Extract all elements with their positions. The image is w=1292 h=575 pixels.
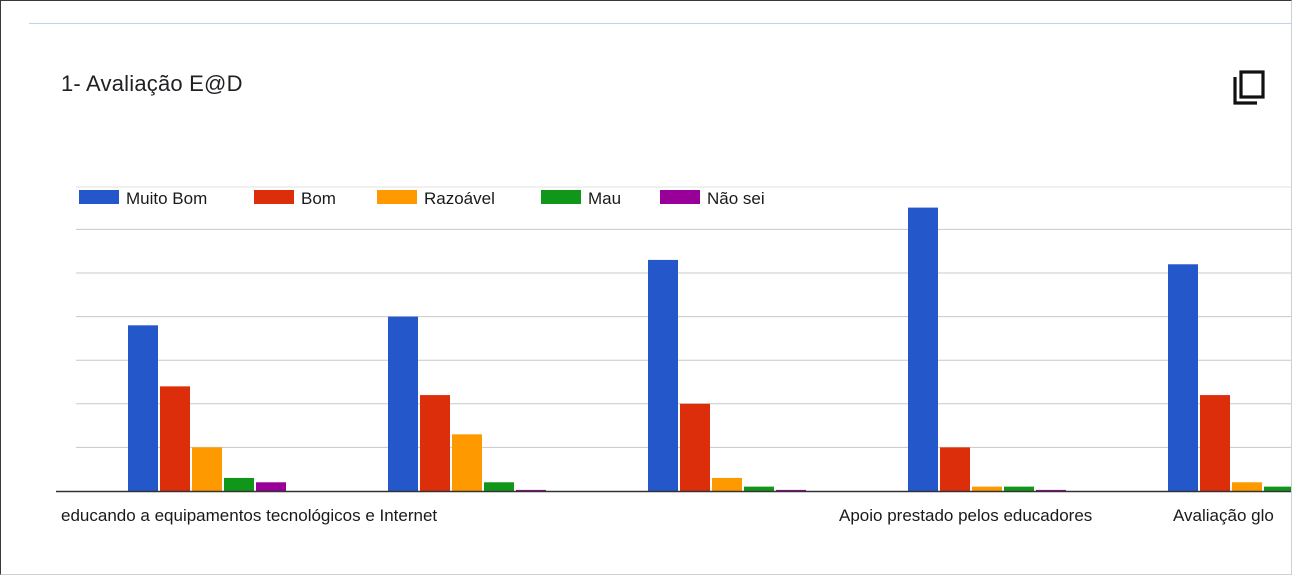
bar-razo-vel-3 bbox=[972, 486, 1002, 491]
bar-razo-vel-2 bbox=[712, 477, 742, 491]
bar-bom-4 bbox=[1200, 395, 1230, 491]
bar-mau-2 bbox=[744, 486, 774, 491]
bar-mau-0 bbox=[224, 477, 254, 491]
legend-item-razo-vel: Razoável bbox=[377, 189, 495, 208]
legend-item-bom: Bom bbox=[254, 189, 336, 208]
bar-bom-0 bbox=[160, 386, 190, 491]
card-top-divider bbox=[29, 23, 1291, 24]
legend-label: Razoável bbox=[424, 189, 495, 208]
bar-muito-bom-4 bbox=[1168, 264, 1198, 491]
x-tick-label: educando a equipamentos tecnológicos e I… bbox=[61, 506, 437, 525]
bar-n-o-sei-0 bbox=[256, 482, 286, 491]
legend-item-mau: Mau bbox=[541, 189, 621, 208]
chart-title: 1- Avaliação E@D bbox=[61, 71, 243, 96]
bar-muito-bom-2 bbox=[648, 259, 678, 491]
bar-razo-vel-1 bbox=[452, 434, 482, 491]
x-tick-label: Apoio prestado pelos educadores bbox=[839, 506, 1092, 525]
bar-razo-vel-4 bbox=[1232, 482, 1262, 491]
bar-mau-1 bbox=[484, 482, 514, 491]
bar-muito-bom-1 bbox=[388, 316, 418, 491]
bar-n-o-sei-3 bbox=[1036, 489, 1066, 491]
legend-item-n-o-sei: Não sei bbox=[660, 189, 765, 208]
legend-label: Muito Bom bbox=[126, 189, 207, 208]
legend-swatch bbox=[377, 190, 417, 204]
bar-n-o-sei-2 bbox=[776, 489, 806, 491]
bar-muito-bom-3 bbox=[908, 207, 938, 491]
copy-chart-button[interactable] bbox=[1229, 69, 1269, 109]
bar-bom-3 bbox=[940, 447, 970, 491]
legend-label: Não sei bbox=[707, 189, 765, 208]
legend-label: Bom bbox=[301, 189, 336, 208]
bar-mau-4 bbox=[1264, 486, 1291, 491]
legend-swatch bbox=[541, 190, 581, 204]
legend-swatch bbox=[254, 190, 294, 204]
legend-item-muito-bom: Muito Bom bbox=[79, 189, 207, 208]
bar-muito-bom-0 bbox=[128, 325, 158, 491]
legend-swatch bbox=[79, 190, 119, 204]
bar-mau-3 bbox=[1004, 486, 1034, 491]
x-tick-label: Avaliação glo bbox=[1173, 506, 1274, 525]
bar-bom-1 bbox=[420, 395, 450, 491]
copy-icon bbox=[1233, 70, 1265, 105]
legend-swatch bbox=[660, 190, 700, 204]
legend-label: Mau bbox=[588, 189, 621, 208]
bar-razo-vel-0 bbox=[192, 447, 222, 491]
bar-n-o-sei-1 bbox=[516, 489, 546, 491]
bar-bom-2 bbox=[680, 403, 710, 491]
